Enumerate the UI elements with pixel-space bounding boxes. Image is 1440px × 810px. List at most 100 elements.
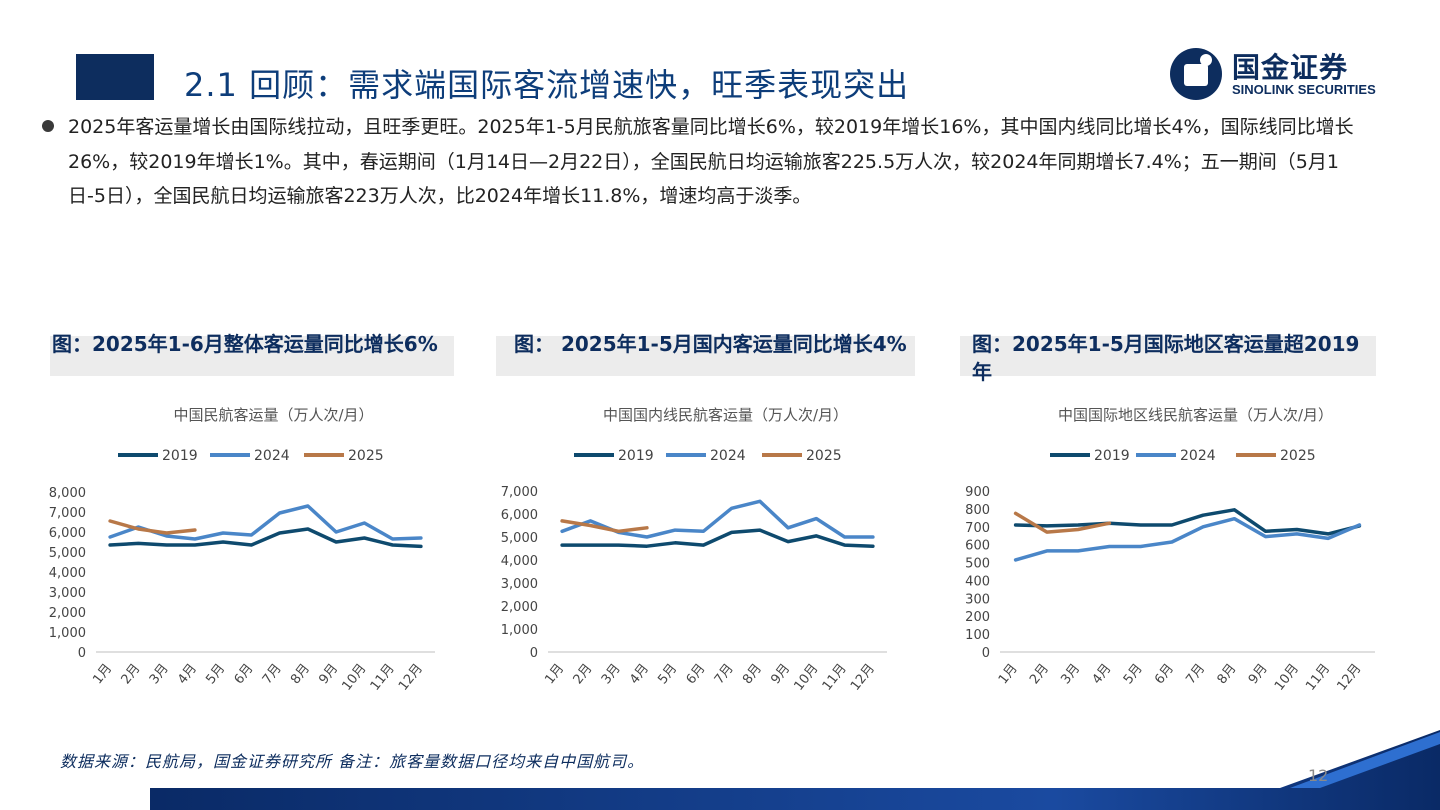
series-line-2025 [108,519,197,535]
x-tick-label: 6月 [232,661,257,687]
x-tick-label: 5月 [1121,661,1146,687]
y-tick-label: 0 [530,646,538,661]
y-tick-label: 500 [965,557,990,572]
y-tick-label: 0 [982,646,990,661]
x-tick-label: 9月 [1246,661,1271,687]
logo-mark-icon [1170,48,1222,100]
series-line-2024 [1013,516,1362,562]
bottom-decoration [150,730,1440,810]
y-tick-label: 800 [965,503,990,518]
x-tick-label: 2月 [571,661,596,687]
legend-label-2019: 2019 [618,448,654,464]
x-tick-label: 3月 [1058,661,1083,687]
x-tick-label: 6月 [684,661,709,687]
legend-label-2025: 2025 [806,448,842,464]
caption-background-3 [960,336,1376,376]
y-tick-label: 3,000 [501,577,538,592]
series-line-2025 [560,519,649,534]
chart-caption-1: 图：2025年1-6月整体客运量同比增长6% [52,332,438,356]
x-tick-label: 10月 [792,661,822,694]
x-tick-label: 7月 [260,661,285,687]
x-tick-label: 1月 [90,661,115,687]
chart-international-passengers: 中国国际地区线民航客运量（万人次/月） 2019 2024 2025 0 100 200 30… [965,406,1375,694]
y-tick-label: 300 [965,592,990,607]
chart-title: 中国国际地区线民航客运量（万人次/月） [1058,406,1333,424]
legend-label-2024: 2024 [1180,448,1216,464]
x-tick-label: 3月 [599,661,624,687]
x-tick-label: 12月 [848,661,878,694]
source-footnote: 数据来源：民航局，国金证券研究所 备注：旅客量数据口径均来自中国航司。 [60,752,645,771]
y-tick-label: 700 [965,521,990,536]
x-tick-label: 8月 [1215,661,1240,687]
bullet-icon [42,120,54,132]
y-tick-label: 900 [965,485,990,500]
page-number: 12 [1308,766,1329,785]
y-tick-label: 1,000 [501,623,538,638]
legend-label-2025: 2025 [348,448,384,464]
page-title: 2.1 回顾：需求端国际客流增速快，旺季表现突出 [184,66,910,104]
chart-domestic-passengers: 中国国内线民航客运量（万人次/月） 2019 2024 2025 0 1,000 2,000… [501,406,887,694]
caption-background-1 [50,336,454,376]
title-accent-block [76,54,154,100]
y-tick-label: 4,000 [49,566,86,581]
y-tick-label: 6,000 [49,526,86,541]
x-tick-label: 1月 [542,661,567,687]
x-tick-label: 11月 [1303,661,1333,694]
x-tick-label: 2月 [119,661,144,687]
y-tick-label: 7,000 [49,506,86,521]
company-logo: 国金证券 SINOLINK SECURITIES [1168,46,1408,102]
x-tick-label: 8月 [740,661,765,687]
y-tick-label: 100 [965,628,990,643]
legend-label-2019: 2019 [1094,448,1130,464]
logo-english-name: SINOLINK SECURITIES [1232,82,1376,97]
x-tick-label: 5月 [203,661,228,687]
legend-label-2025: 2025 [1280,448,1316,464]
y-tick-label: 600 [965,539,990,554]
legend-label-2024: 2024 [254,448,290,464]
x-tick-label: 10月 [340,661,370,694]
x-tick-label: 6月 [1152,661,1177,687]
caption-background-2 [496,336,915,376]
chart-caption-2: 图： 2025年1-5月国内客运量同比增长4% [514,332,907,356]
logo-chinese-name: 国金证券 [1232,51,1349,84]
chart-caption-3: 图：2025年1-5月国际地区客运量超2019年 [972,332,1360,384]
x-tick-label: 12月 [396,661,426,694]
x-tick-label: 9月 [316,661,341,687]
y-tick-label: 5,000 [49,546,86,561]
legend-label-2024: 2024 [710,448,746,464]
x-tick-label: 1月 [996,661,1021,687]
series-line-2019 [108,527,423,549]
x-tick-label: 11月 [820,661,850,694]
y-tick-label: 400 [965,574,990,589]
x-tick-label: 3月 [147,661,172,687]
x-tick-label: 4月 [175,661,200,687]
x-tick-label: 9月 [768,661,793,687]
chart-total-passengers: 中国民航客运量（万人次/月） 2019 2024 2025 0 1,000 2,000 3,0… [49,406,435,694]
y-tick-label: 7,000 [501,485,538,500]
chart-title: 中国民航客运量（万人次/月） [173,406,373,424]
x-tick-label: 4月 [627,661,652,687]
x-tick-label: 10月 [1272,661,1302,694]
y-tick-label: 6,000 [501,508,538,523]
summary-paragraph: 2025年客运量增长由国际线拉动，且旺季更旺。2025年1-5月民航旅客量同比增… [68,116,1354,207]
series-line-2025 [1013,511,1112,534]
series-line-2024 [108,504,423,541]
x-tick-label: 7月 [1183,661,1208,687]
x-tick-label: 12月 [1335,661,1365,694]
y-tick-label: 4,000 [501,554,538,569]
x-tick-label: 4月 [1090,661,1115,687]
y-tick-label: 0 [78,646,86,661]
x-tick-label: 8月 [288,661,313,687]
series-line-2024 [560,499,875,539]
x-tick-label: 7月 [712,661,737,687]
y-tick-label: 5,000 [501,531,538,546]
x-tick-label: 5月 [655,661,680,687]
legend-label-2019: 2019 [162,448,198,464]
y-tick-label: 2,000 [501,600,538,615]
series-line-2019 [560,528,875,548]
y-tick-label: 200 [965,610,990,625]
x-tick-label: 2月 [1027,661,1052,687]
series-line-2019 [1013,508,1362,536]
y-tick-label: 8,000 [49,486,86,501]
y-tick-label: 1,000 [49,626,86,641]
